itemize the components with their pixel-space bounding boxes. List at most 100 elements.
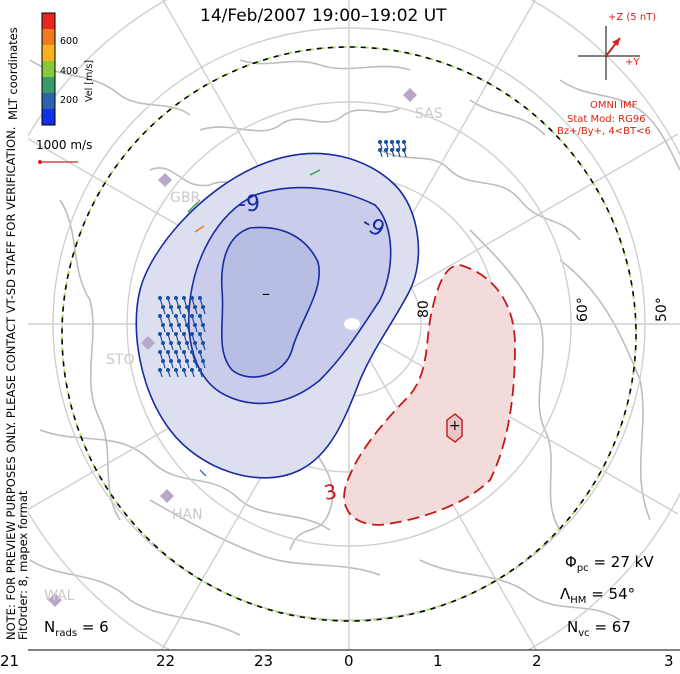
- velocity-vector-origin: [174, 332, 179, 337]
- velocity-vector-origin: [198, 296, 203, 301]
- stat-n-rads: Nrads = 6: [44, 618, 109, 639]
- velocity-vector-origin: [190, 368, 195, 373]
- station-sto: STO: [106, 352, 135, 368]
- colorbar-segment: [42, 29, 55, 46]
- velocity-vector-origin: [169, 323, 174, 328]
- velocity-vector-origin: [190, 332, 195, 337]
- velocity-vector-origin: [177, 341, 182, 346]
- stat-lambda-hm-value: = 54°: [591, 585, 636, 603]
- fit-info: FitOrder: 8, mapex format: [16, 490, 30, 640]
- pole-gap: [344, 318, 360, 330]
- velocity-vector-origin: [177, 323, 182, 328]
- velocity-vector-origin: [174, 314, 179, 319]
- velocity-vector-origin: [161, 305, 166, 310]
- velocity-vector-origin: [198, 314, 203, 319]
- mlt-label-3: 3: [664, 652, 674, 670]
- station-wal: WAL: [44, 588, 75, 604]
- velocity-vector-origin: [161, 341, 166, 346]
- imf-condition: Bz+/By+, 4<BT<6: [557, 126, 651, 137]
- mlt-label-1: 1: [433, 652, 443, 670]
- imf-y-label: +Y: [625, 57, 640, 68]
- velocity-vector-origin: [169, 305, 174, 310]
- positive-potential-cell: [343, 264, 516, 526]
- velocity-vector-origin: [174, 296, 179, 301]
- velocity-vector-origin: [396, 148, 401, 153]
- imf-z-label: +Z (5 nT): [608, 12, 657, 23]
- velocity-vector-origin: [396, 140, 401, 145]
- velocity-vector-origin: [201, 359, 206, 364]
- velocity-vector-origin: [182, 296, 187, 301]
- latitude-80: 80: [416, 300, 432, 318]
- velocity-vector-origin: [190, 350, 195, 355]
- colorbar-tick-600: 600: [60, 36, 79, 47]
- latitude-50: 50°: [654, 297, 670, 322]
- negative-potential-cell: [135, 152, 420, 479]
- velocity-vector-origin: [384, 140, 389, 145]
- velocity-vector-origin: [390, 148, 395, 153]
- page-title: 14/Feb/2007 19:00–19:02 UT: [200, 6, 447, 26]
- velocity-vector-origin: [390, 140, 395, 145]
- stat-n-vc-value: = 67: [594, 618, 631, 636]
- velocity-vector-origin: [190, 296, 195, 301]
- colorbar-segment: [42, 45, 55, 62]
- colorbar-segment: [42, 109, 55, 126]
- station-gbr: GBR: [170, 190, 201, 206]
- colorbar-segment: [42, 93, 55, 110]
- velocity-scale-label: 1000 m/s: [36, 138, 93, 152]
- heppner-maynard-boundary: [61, 46, 637, 622]
- velocity-vector-origin: [193, 359, 198, 364]
- colorbar-tick-200: 200: [60, 95, 79, 106]
- velocity-vector-origin: [182, 368, 187, 373]
- colorbar-tick-400: 400: [60, 66, 79, 77]
- velocity-vector-origin: [198, 332, 203, 337]
- velocity-vector-origin: [185, 341, 190, 346]
- stat-lambda-hm: ΛHM = 54°: [560, 585, 636, 606]
- velocity-vector-origin: [402, 148, 407, 153]
- contour-max-marker: +: [449, 418, 461, 434]
- velocity-vector-origin: [169, 341, 174, 346]
- mlt-label-21: 21: [0, 652, 20, 670]
- velocity-vector-origin: [158, 296, 163, 301]
- velocity-vector-origin: [166, 332, 171, 337]
- stat-phi-pc: Φpc = 27 kV: [565, 553, 654, 574]
- velocity-vector-origin: [201, 341, 206, 346]
- imf-model: Stat Mod: RG96: [567, 114, 646, 125]
- velocity-vector-origin: [201, 323, 206, 328]
- velocity-vector-origin: [166, 296, 171, 301]
- velocity-vector-origin: [182, 350, 187, 355]
- velocity-vector-origin: [198, 368, 203, 373]
- velocity-vector-origin: [402, 140, 407, 145]
- velocity-vector-origin: [198, 350, 203, 355]
- velocity-vector-origin: [190, 314, 195, 319]
- velocity-vector-origin: [193, 341, 198, 346]
- imf-dial: [578, 26, 640, 80]
- velocity-vector-origin: [161, 323, 166, 328]
- velocity-vector-origin: [166, 368, 171, 373]
- velocity-vector-origin: [158, 314, 163, 319]
- stat-n-vc: Nvc = 67: [567, 618, 631, 639]
- mlt-label-0: 0: [344, 652, 354, 670]
- velocity-vector-origin: [378, 140, 383, 145]
- velocity-vector-origin: [182, 314, 187, 319]
- colorbar-segment: [42, 13, 55, 30]
- mlt-label-23: 23: [254, 652, 274, 670]
- velocity-vector-origin: [166, 350, 171, 355]
- velocity-vector-origin: [158, 350, 163, 355]
- station-han: HAN: [172, 507, 203, 523]
- velocity-vector-origin: [182, 332, 187, 337]
- velocity-vector-origin: [185, 323, 190, 328]
- velocity-vector-origin: [166, 314, 171, 319]
- velocity-vector-origin: [193, 305, 198, 310]
- velocity-vector-origin: [158, 368, 163, 373]
- colorbar-segment: [42, 77, 55, 94]
- velocity-colorbar: [41, 12, 56, 126]
- colorbar-label: Vel [m/s]: [84, 59, 95, 102]
- velocity-vector-origin: [201, 305, 206, 310]
- mlt-label-2: 2: [532, 652, 542, 670]
- velocity-vector-origin: [174, 368, 179, 373]
- velocity-vector-origin: [177, 359, 182, 364]
- contour-min-marker: –: [262, 284, 270, 303]
- velocity-vector-origin: [378, 148, 383, 153]
- stat-n-rads-value: = 6: [81, 618, 109, 636]
